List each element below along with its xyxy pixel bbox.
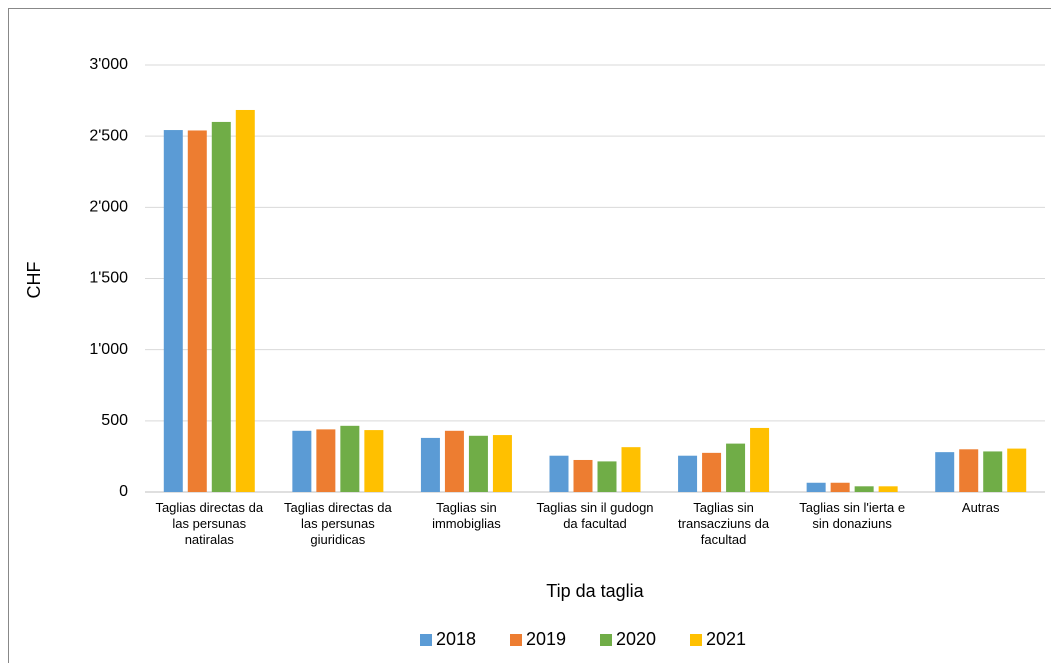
bar xyxy=(726,443,746,492)
legend-label: 2021 xyxy=(706,629,746,649)
y-tick-label: 3'000 xyxy=(89,56,128,73)
x-tick-label: Taglias directas da las persunas natiral… xyxy=(155,500,264,547)
y-tick-label: 2'500 xyxy=(89,127,128,144)
bar xyxy=(983,451,1003,492)
x-axis-title: Tip da taglia xyxy=(546,581,644,601)
bar xyxy=(187,130,207,492)
y-tick-label: 0 xyxy=(119,483,128,500)
x-tick-label: Taglias sin il gudogn da facultad xyxy=(536,500,654,531)
legend-swatch xyxy=(420,634,432,646)
y-axis-title: CHF xyxy=(24,262,44,299)
bar xyxy=(420,437,440,492)
legend-swatch xyxy=(510,634,522,646)
bar xyxy=(163,130,183,492)
bar xyxy=(573,459,593,492)
bar xyxy=(702,452,722,492)
bar xyxy=(830,482,850,492)
legend-swatch xyxy=(600,634,612,646)
chart-frame xyxy=(8,8,1051,663)
bar xyxy=(364,430,384,492)
bar xyxy=(878,486,898,492)
y-tick-label: 1'000 xyxy=(89,341,128,358)
bar xyxy=(211,121,231,492)
bar xyxy=(549,455,569,492)
x-tick-label: Autras xyxy=(961,500,1000,515)
bar xyxy=(621,447,641,492)
y-tick-label: 2'000 xyxy=(89,199,128,216)
x-tick-label: Taglias sin l'ierta e sin donaziuns xyxy=(799,500,906,531)
bar xyxy=(1007,448,1027,492)
legend-swatch xyxy=(690,634,702,646)
x-tick-label: Taglias directas da las persunas giuridi… xyxy=(284,500,392,547)
legend-label: 2018 xyxy=(436,629,476,649)
bar xyxy=(750,427,770,492)
bar xyxy=(292,430,312,492)
y-tick-label: 1'500 xyxy=(89,270,128,287)
x-tick-label: Taglias sin immobiglias xyxy=(432,500,501,531)
bar xyxy=(316,429,336,492)
bar xyxy=(854,486,874,492)
bar xyxy=(444,430,464,492)
bar xyxy=(597,461,617,492)
bar xyxy=(935,452,955,492)
bar xyxy=(340,425,360,492)
bar xyxy=(492,435,512,492)
legend-label: 2020 xyxy=(616,629,656,649)
x-tick-label: Taglias sin transacziuns da facultad xyxy=(678,500,770,547)
bar xyxy=(959,449,979,492)
bar xyxy=(235,109,255,493)
bar xyxy=(468,435,488,492)
y-tick-label: 500 xyxy=(101,412,128,429)
bar xyxy=(806,482,826,492)
bar xyxy=(678,455,698,492)
legend-label: 2019 xyxy=(526,629,566,649)
